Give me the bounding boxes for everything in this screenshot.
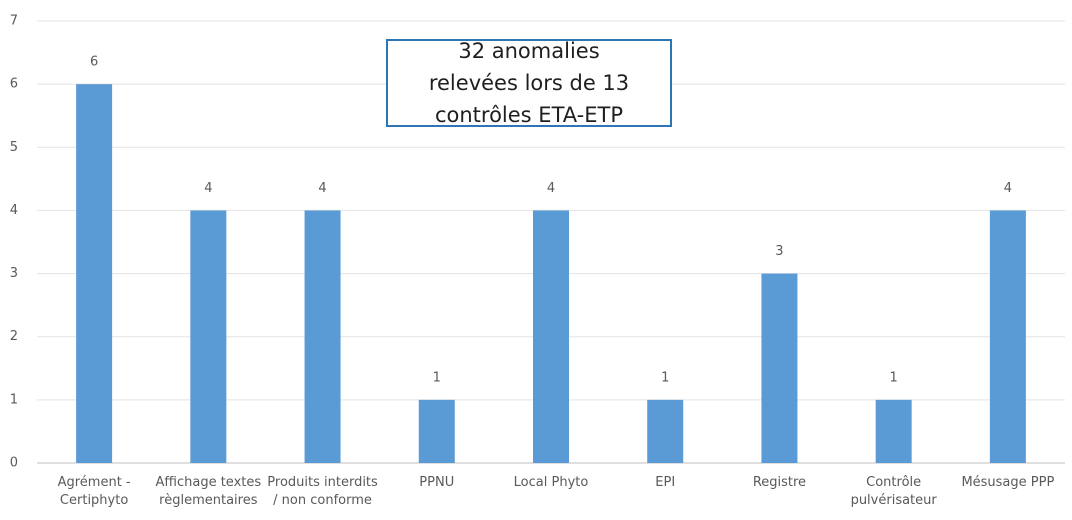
annotation: 32 anomalies relevées lors de 13 contrôl… (386, 39, 672, 127)
value-label: 4 (204, 181, 212, 196)
bar (418, 399, 455, 463)
y-tick-label: 3 (10, 266, 18, 281)
value-label: 1 (433, 370, 441, 385)
value-label: 6 (90, 55, 98, 70)
x-tick-label: Registre (752, 475, 807, 490)
bar (533, 210, 569, 463)
value-label: 3 (775, 244, 783, 259)
value-label: 4 (318, 181, 326, 196)
x-tick-label: Local Phyto (513, 475, 589, 490)
x-tick-label: EPI (655, 475, 676, 490)
bar (647, 399, 684, 463)
bar (989, 210, 1026, 463)
y-tick-label: 5 (10, 140, 18, 155)
x-tick-label: Affichage textes règlementaires (155, 475, 262, 508)
bar (304, 210, 341, 463)
x-tick-label: Agrément - Certiphyto (57, 475, 131, 508)
y-tick-label: 0 (10, 456, 18, 471)
y-tick-label: 1 (10, 392, 18, 407)
value-label: 1 (890, 370, 898, 385)
bar (76, 84, 113, 464)
x-tick-label: Mésusage PPP (961, 475, 1055, 490)
y-tick-label: 6 (10, 77, 18, 92)
value-label: 1 (661, 370, 669, 385)
bar (190, 210, 227, 463)
value-label: 4 (1004, 181, 1012, 196)
bar (761, 273, 798, 463)
value-label: 4 (547, 181, 555, 196)
y-tick-label: 4 (10, 203, 18, 218)
y-tick-label: 2 (10, 329, 18, 344)
bar (875, 399, 912, 463)
x-tick-label: Produits interdits / non conforme (267, 475, 378, 508)
x-tick-label: Contrôle pulvérisateur (850, 475, 937, 508)
x-tick-label: PPNU (419, 475, 455, 490)
y-tick-label: 7 (10, 14, 18, 29)
